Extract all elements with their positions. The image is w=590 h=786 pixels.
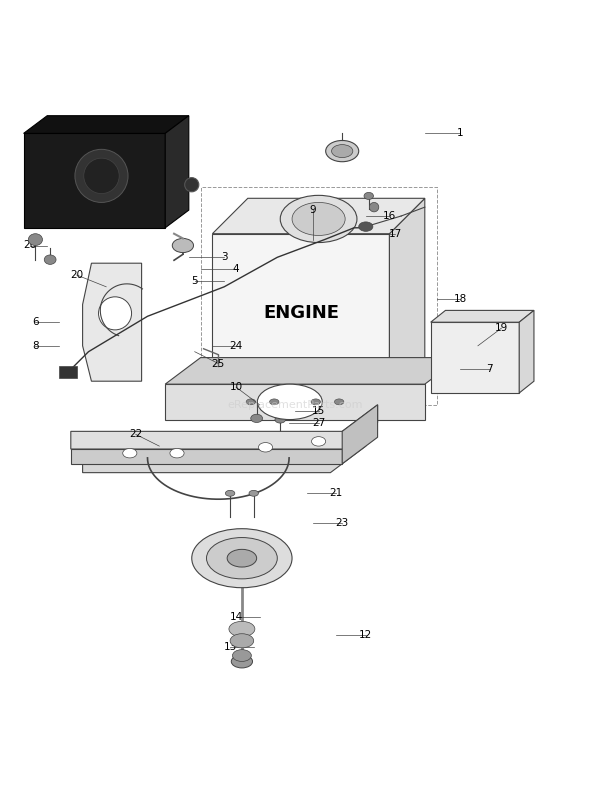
Polygon shape [83, 263, 142, 381]
Ellipse shape [172, 238, 194, 252]
Text: 23: 23 [336, 518, 349, 528]
Text: 22: 22 [129, 429, 142, 439]
Polygon shape [165, 358, 460, 384]
Ellipse shape [326, 141, 359, 162]
Ellipse shape [170, 449, 184, 458]
Polygon shape [212, 198, 425, 233]
Text: eReplacementParts.com: eReplacementParts.com [227, 400, 363, 410]
Ellipse shape [249, 490, 258, 496]
Ellipse shape [312, 437, 326, 446]
Ellipse shape [227, 549, 257, 567]
Ellipse shape [335, 399, 344, 405]
Text: 15: 15 [312, 406, 325, 416]
Text: 18: 18 [454, 294, 467, 303]
Ellipse shape [84, 158, 119, 193]
Polygon shape [165, 116, 189, 228]
Text: 16: 16 [383, 211, 396, 221]
Ellipse shape [99, 297, 132, 330]
Text: 3: 3 [221, 252, 228, 263]
Polygon shape [389, 198, 425, 393]
Ellipse shape [225, 490, 235, 496]
Polygon shape [431, 322, 519, 393]
Ellipse shape [280, 196, 357, 243]
Text: 5: 5 [191, 276, 198, 286]
Text: 25: 25 [212, 358, 225, 369]
Ellipse shape [185, 178, 199, 192]
Ellipse shape [332, 145, 353, 157]
Ellipse shape [311, 399, 320, 405]
Ellipse shape [364, 193, 373, 200]
Ellipse shape [123, 449, 137, 458]
Text: 12: 12 [359, 630, 372, 640]
Text: 14: 14 [230, 612, 242, 623]
Ellipse shape [230, 634, 254, 648]
Text: 7: 7 [486, 365, 493, 374]
Polygon shape [212, 233, 389, 393]
Ellipse shape [258, 443, 273, 452]
Polygon shape [165, 384, 425, 420]
Polygon shape [342, 405, 378, 464]
Ellipse shape [231, 655, 253, 668]
Ellipse shape [44, 255, 56, 264]
Text: 17: 17 [389, 229, 402, 239]
Ellipse shape [359, 222, 373, 231]
Ellipse shape [275, 416, 286, 423]
Polygon shape [71, 405, 378, 449]
Ellipse shape [229, 621, 255, 637]
Ellipse shape [251, 414, 263, 423]
Text: 21: 21 [330, 488, 343, 498]
Text: 13: 13 [224, 641, 237, 652]
Text: 6: 6 [32, 318, 39, 327]
Polygon shape [24, 116, 189, 134]
Text: 10: 10 [230, 382, 242, 392]
Polygon shape [71, 449, 342, 464]
Text: 19: 19 [495, 323, 508, 333]
Ellipse shape [232, 650, 251, 662]
Ellipse shape [192, 529, 292, 588]
Text: 11: 11 [206, 565, 219, 575]
Polygon shape [519, 310, 534, 393]
Polygon shape [59, 366, 77, 378]
Ellipse shape [28, 233, 42, 245]
Polygon shape [431, 310, 534, 322]
Text: 9: 9 [309, 205, 316, 215]
Text: 24: 24 [230, 341, 242, 351]
Ellipse shape [369, 203, 379, 212]
Text: 2: 2 [44, 152, 51, 162]
Ellipse shape [75, 149, 128, 203]
Text: 8: 8 [32, 341, 39, 351]
Ellipse shape [206, 538, 277, 578]
Ellipse shape [246, 399, 255, 405]
Ellipse shape [257, 384, 322, 420]
Text: 26: 26 [23, 241, 36, 251]
Text: 1: 1 [457, 128, 464, 138]
Ellipse shape [270, 399, 279, 405]
Polygon shape [83, 428, 366, 472]
Text: 27: 27 [312, 417, 325, 428]
Text: 20: 20 [70, 270, 83, 280]
Text: 4: 4 [232, 264, 240, 274]
Polygon shape [24, 134, 165, 228]
Ellipse shape [292, 203, 345, 236]
Text: ENGINE: ENGINE [263, 304, 339, 322]
